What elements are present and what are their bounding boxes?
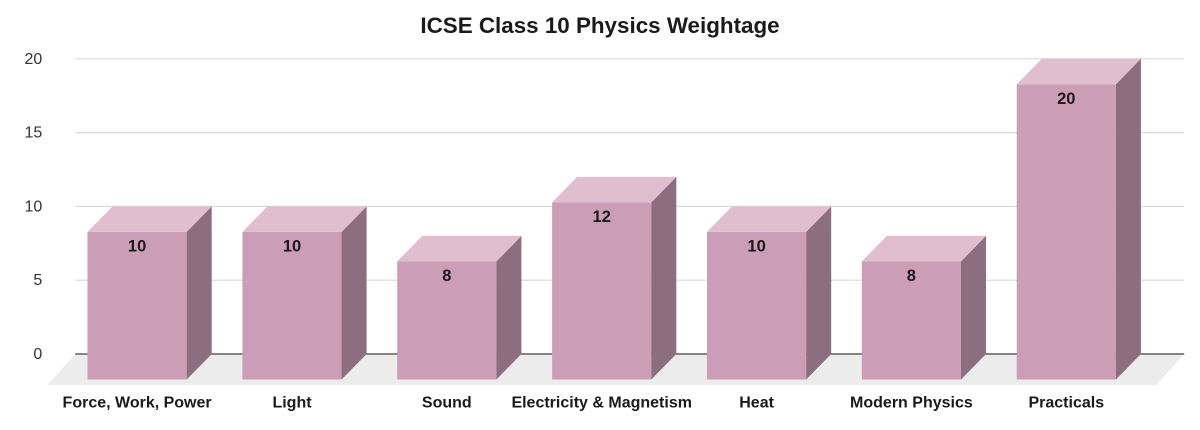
svg-text:Sound: Sound <box>422 395 472 412</box>
svg-text:0: 0 <box>33 346 42 363</box>
svg-text:Force, Work, Power: Force, Work, Power <box>63 395 212 412</box>
svg-text:Practicals: Practicals <box>1028 395 1104 412</box>
svg-text:15: 15 <box>25 125 43 142</box>
svg-text:Modern Physics: Modern Physics <box>850 395 973 412</box>
svg-text:12: 12 <box>593 208 611 226</box>
svg-text:10: 10 <box>25 198 43 215</box>
svg-text:10: 10 <box>283 237 301 255</box>
svg-text:5: 5 <box>33 272 42 289</box>
svg-text:20: 20 <box>25 51 43 68</box>
svg-text:Light: Light <box>272 395 312 412</box>
svg-text:20: 20 <box>1057 90 1075 108</box>
svg-text:10: 10 <box>128 237 146 255</box>
svg-text:Heat: Heat <box>739 395 774 412</box>
svg-text:8: 8 <box>442 267 451 285</box>
svg-text:Electricity & Magnetism: Electricity & Magnetism <box>511 395 692 412</box>
svg-text:8: 8 <box>907 267 916 285</box>
svg-text:10: 10 <box>747 237 765 255</box>
